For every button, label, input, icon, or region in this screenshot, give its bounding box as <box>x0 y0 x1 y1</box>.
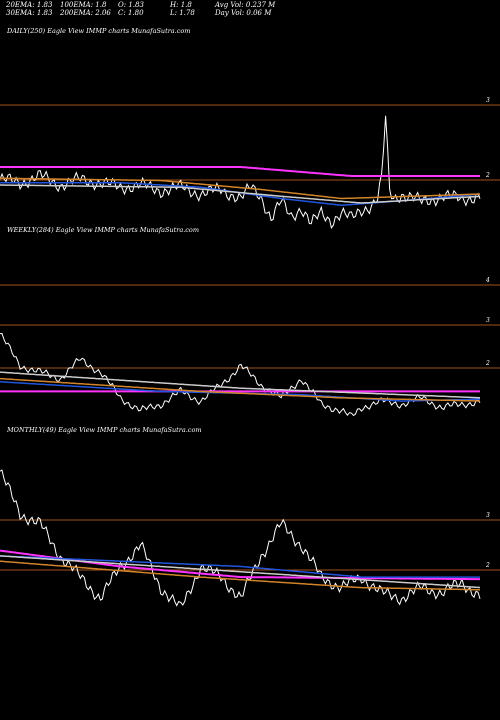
day-vol-value: Day Vol: 0.06 M <box>215 9 272 17</box>
ema-line <box>0 166 480 177</box>
low-value: L: 1.78 <box>170 9 195 17</box>
ema-line <box>0 377 480 402</box>
ema-line <box>0 371 481 399</box>
close-value: C: 1.80 <box>118 9 144 17</box>
weekly-chart-title: WEEKLY(284) Eagle View IMMP charts Munaf… <box>7 226 200 234</box>
y-tick-label: 3 <box>486 512 490 519</box>
y-tick-label: 3 <box>486 97 490 104</box>
open-value: O: 1.83 <box>118 1 144 9</box>
ema20-value: 20EMA: 1.83 <box>6 1 53 9</box>
y-tick-label: 2 <box>485 360 490 367</box>
ema-line <box>0 555 481 589</box>
price-line <box>0 469 481 607</box>
ema100-value: 100EMA: 1.8 <box>60 1 107 9</box>
y-tick-label: 3 <box>486 317 490 324</box>
ema-line <box>0 549 481 581</box>
price-line <box>0 115 481 229</box>
ema200-value: 200EMA: 2.06 <box>60 9 111 17</box>
ema30-value: 30EMA: 1.83 <box>6 9 53 17</box>
ema-line <box>0 560 480 591</box>
y-tick-label: 2 <box>485 172 490 179</box>
ema-line <box>0 184 481 204</box>
price-line <box>0 332 481 417</box>
y-tick-label: 4 <box>485 277 490 284</box>
avg-vol-value: Avg Vol: 0.237 M <box>215 1 276 9</box>
ema-line <box>0 555 480 578</box>
daily-chart-title: DAILY(250) Eagle View IMMP charts Munafa… <box>7 27 191 35</box>
monthly-chart-title: MONTHLY(49) Eagle View IMMP charts Munaf… <box>7 426 202 434</box>
high-value: H: 1.8 <box>170 1 192 9</box>
ema-line <box>0 177 480 200</box>
y-tick-label: 2 <box>485 562 490 569</box>
